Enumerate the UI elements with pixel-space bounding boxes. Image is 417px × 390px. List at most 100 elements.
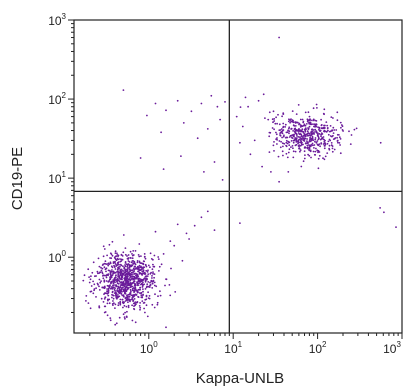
data-point bbox=[324, 155, 327, 158]
data-point bbox=[112, 300, 114, 302]
data-point bbox=[224, 101, 226, 103]
data-point bbox=[102, 245, 105, 248]
data-point bbox=[135, 267, 138, 270]
data-point bbox=[127, 275, 129, 278]
data-point bbox=[281, 115, 283, 118]
data-point bbox=[304, 142, 307, 145]
data-point bbox=[134, 277, 137, 279]
data-point bbox=[115, 296, 118, 299]
quadrant-gates bbox=[74, 20, 402, 333]
data-point bbox=[117, 304, 120, 307]
data-point bbox=[287, 151, 290, 154]
data-point bbox=[145, 275, 148, 277]
data-point bbox=[138, 305, 141, 307]
data-point bbox=[104, 305, 107, 308]
data-point bbox=[383, 211, 385, 214]
data-point bbox=[105, 292, 108, 295]
data-point bbox=[153, 276, 156, 279]
data-point bbox=[112, 279, 115, 282]
data-point bbox=[116, 285, 118, 288]
data-point bbox=[311, 133, 314, 135]
data-point bbox=[275, 138, 277, 141]
data-point bbox=[239, 106, 242, 108]
data-point bbox=[317, 144, 319, 147]
data-point bbox=[317, 167, 320, 170]
data-point bbox=[149, 252, 152, 255]
data-point bbox=[131, 253, 133, 255]
data-point bbox=[109, 261, 112, 264]
data-point bbox=[311, 137, 314, 140]
x-tick-label: 103 bbox=[383, 340, 401, 356]
data-point bbox=[116, 280, 118, 283]
data-point bbox=[146, 283, 149, 286]
data-point bbox=[127, 263, 130, 265]
data-point bbox=[97, 257, 100, 260]
data-point bbox=[137, 296, 140, 298]
data-point bbox=[333, 148, 336, 151]
data-point bbox=[133, 298, 136, 300]
data-point bbox=[140, 280, 143, 283]
data-point bbox=[144, 277, 147, 280]
data-point bbox=[298, 138, 301, 141]
data-point bbox=[304, 111, 307, 114]
data-point bbox=[309, 136, 311, 139]
data-point bbox=[103, 286, 105, 289]
data-point bbox=[299, 126, 302, 128]
data-point bbox=[196, 137, 199, 140]
data-point bbox=[121, 258, 124, 261]
data-point bbox=[275, 133, 278, 136]
data-point bbox=[267, 118, 270, 121]
data-point bbox=[136, 281, 139, 283]
data-point bbox=[281, 136, 283, 139]
data-point bbox=[299, 136, 301, 139]
data-point bbox=[104, 263, 107, 265]
data-point bbox=[326, 142, 329, 145]
data-point bbox=[276, 122, 278, 125]
data-point bbox=[110, 265, 113, 268]
data-point bbox=[118, 292, 121, 295]
data-point bbox=[323, 144, 326, 147]
data-point bbox=[111, 293, 113, 296]
data-point bbox=[314, 125, 316, 128]
data-point bbox=[117, 270, 119, 272]
data-point bbox=[88, 276, 90, 278]
data-point bbox=[131, 294, 134, 297]
data-point bbox=[395, 226, 397, 229]
data-point bbox=[142, 262, 145, 265]
data-point bbox=[147, 281, 150, 283]
data-point bbox=[102, 255, 105, 258]
data-point bbox=[336, 111, 339, 114]
data-point bbox=[114, 250, 117, 253]
data-point bbox=[320, 124, 323, 126]
data-point bbox=[323, 158, 326, 161]
data-point bbox=[285, 141, 288, 144]
data-point bbox=[131, 319, 134, 322]
data-point bbox=[294, 144, 297, 147]
data-point bbox=[287, 129, 289, 132]
data-point bbox=[131, 257, 134, 260]
data-point bbox=[139, 278, 142, 280]
data-point bbox=[114, 303, 117, 306]
data-point bbox=[213, 229, 216, 232]
data-point bbox=[122, 301, 124, 303]
data-point bbox=[145, 277, 148, 280]
data-point bbox=[307, 142, 309, 145]
data-point bbox=[307, 111, 310, 114]
data-point bbox=[132, 267, 135, 270]
axis-ticks: 100 101 102 103 100 101 102 103 bbox=[48, 12, 403, 356]
data-point bbox=[130, 271, 133, 274]
data-point bbox=[339, 138, 342, 140]
data-point bbox=[146, 271, 149, 273]
data-point bbox=[181, 259, 184, 262]
data-point bbox=[124, 317, 126, 320]
data-point bbox=[107, 294, 110, 297]
data-point bbox=[275, 116, 277, 119]
data-point bbox=[315, 130, 318, 133]
data-point bbox=[241, 125, 244, 128]
data-point bbox=[123, 316, 126, 318]
data-point bbox=[329, 125, 332, 127]
data-point bbox=[306, 144, 309, 147]
data-point bbox=[146, 114, 148, 117]
data-point bbox=[149, 281, 151, 284]
